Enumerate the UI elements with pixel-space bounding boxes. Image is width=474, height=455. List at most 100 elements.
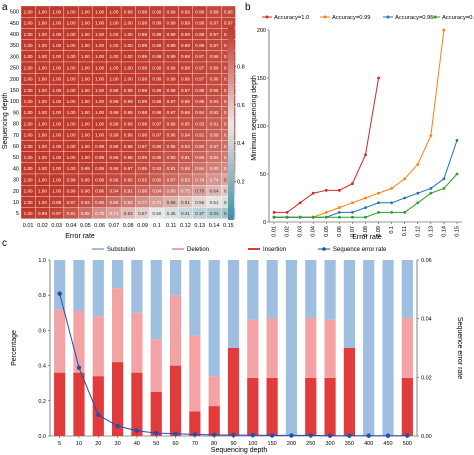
heatmap-cell-label: 0.99: [181, 32, 190, 37]
bar-chart-y2-tick-label: 0.04: [421, 317, 432, 323]
bar-segment: [324, 319, 336, 378]
bar-segment: [150, 339, 162, 392]
heatmap-cell-label: 1.00: [81, 9, 90, 14]
panel-label-a: a: [2, 2, 8, 13]
bar-segment: [363, 260, 375, 436]
heatmap-cell-label: 0.94: [195, 110, 204, 115]
heatmap-cell-label: 0.90: [95, 200, 104, 205]
heatmap-cell-label: 0.98: [138, 110, 147, 115]
line-chart-x-tick-label: 0.07: [350, 226, 356, 237]
heatmap-y-tick-label: 450: [10, 21, 19, 27]
heatmap-cell-label: 0.96: [195, 88, 204, 93]
heatmap-cell-label: 0.94: [81, 200, 90, 205]
heatmap-cell-label: 1.00: [67, 65, 76, 70]
heatmap-cell-label: 1.00: [52, 65, 61, 70]
heatmap-cell-label: 0.87: [210, 144, 219, 149]
heatmap-cell-label: 1.00: [38, 9, 47, 14]
bar-chart-x-tick-label: 90: [230, 441, 236, 447]
heatmap-cell-label: 1.00: [24, 9, 33, 14]
heatmap-cell-label: 0.50: [152, 211, 161, 216]
heatmap-cell-label: 1.00: [24, 121, 33, 126]
heatmap-cell-label: 0.99: [152, 43, 161, 48]
heatmap-cell-label: 1.00: [38, 121, 47, 126]
heatmap-y-tick-label: 20: [13, 189, 19, 195]
line-point: [455, 172, 459, 176]
bar-chart-panel: 0.0 0.2 0.4 0.6 0.8 1.0 0.00 0.02 0.04 0.06 5 10 20 3…: [38, 247, 431, 447]
heatmap-cell-label: 1.00: [67, 133, 76, 138]
bar-chart-x-tick-label: 20: [95, 441, 101, 447]
heatmap-cell-label: 1.00: [52, 189, 61, 194]
heatmap-cell-label: 1.00: [81, 77, 90, 82]
line-chart-x-tick-label: 0.12: [415, 226, 421, 237]
line-chart-x-tick-label: 0.03: [298, 226, 304, 237]
heatmap-cell-label: 0.99: [167, 77, 176, 82]
heatmap-cell-label: 1.00: [38, 88, 47, 93]
line-point: [351, 215, 354, 219]
heatmap-cell-label: 0.99: [52, 200, 61, 205]
heatmap-cell-label: 1.00: [38, 54, 47, 59]
heatmap-cell-label: 1.00: [52, 21, 61, 26]
line-point: [324, 215, 328, 219]
heatmap-cell-label: 1.00: [38, 155, 47, 160]
line-point: [272, 215, 276, 219]
bar-segment: [208, 406, 220, 436]
line-point: [429, 191, 433, 195]
line-chart-x-tick-label: 0.08: [363, 226, 369, 237]
heatmap-cell-label: 1.00: [81, 110, 90, 115]
heatmap-cell-label: 0.71: [152, 200, 161, 205]
heatmap-cell-label: 0.97: [195, 54, 204, 59]
bar-segment: [401, 377, 413, 436]
bar-chart-y-tick-label: 1.0: [38, 258, 46, 264]
heatmap-cell-label: 0.99: [167, 21, 176, 26]
heatmap-cell-label: 0.86: [109, 200, 118, 205]
heatmap-x-tick-label: 0.09: [137, 223, 148, 229]
heatmap-colorbar: 0.2 0.4 0.6 0.8: [228, 28, 245, 220]
error-rate-point: [57, 291, 62, 296]
line-chart-x-tick-label: 0.1: [389, 226, 395, 234]
heatmap-cell-label: 1.00: [81, 144, 90, 149]
heatmap-cell-label: 0.75: [181, 189, 190, 194]
bar-segment: [54, 309, 66, 373]
bar-chart-xlabel: Sequencing depth: [211, 447, 268, 454]
heatmap-cell-label: 1.00: [67, 155, 76, 160]
error-rate-point: [115, 423, 120, 429]
bar-chart-x-tick-label: 30: [115, 441, 121, 447]
heatmap-cell-label: 0.99: [152, 88, 161, 93]
heatmap-cell-label: 0.61: [181, 200, 190, 205]
heatmap-cell-label: 0.93: [181, 144, 190, 149]
heatmap-cell-label: 0.98: [138, 121, 147, 126]
heatmap-cell-label: 0.99: [109, 88, 118, 93]
heatmap-cell-label: 0.91: [181, 155, 190, 160]
line-point: [311, 215, 315, 219]
bar-segment: [227, 260, 240, 348]
heatmap-cell-label: 0.93: [210, 99, 219, 104]
heatmap-cell-label: 1.00: [67, 9, 76, 14]
heatmap-cell-label: 1.00: [124, 43, 133, 48]
heatmap-cell-label: 0.98: [181, 77, 190, 82]
bar-segment: [285, 260, 298, 436]
heatmap-cell-label: 0.96: [224, 9, 233, 14]
heatmap-cell-label: 1.00: [24, 43, 33, 48]
line-series: [274, 173, 458, 218]
bar-segment: [189, 411, 201, 436]
line-point: [442, 177, 446, 181]
line-point: [390, 187, 394, 190]
legend-marker: [433, 15, 437, 19]
bar-segment: [247, 377, 259, 436]
heatmap-panel: 1.00 1.00 1.00 1.00 1.00 1.00 1.00 0.99 0.99 0.99…: [10, 5, 236, 229]
heatmap-cell-label: 1.00: [24, 77, 33, 82]
heatmap-cell-label: 1.00: [52, 121, 61, 126]
panel-label-c: c: [2, 238, 7, 249]
bar-segment: [305, 318, 317, 378]
heatmap-y-tick-label: 5: [16, 211, 19, 217]
legend-label: Accuracy=0.99: [332, 15, 371, 21]
bar-segment: [247, 319, 259, 378]
heatmap-cell-label: 1.00: [24, 155, 33, 160]
line-chart-y-tick-label: 50: [260, 172, 266, 178]
bar-chart-x-tick-label: 50: [153, 441, 159, 447]
colorbar-tick-label: 0.6: [237, 103, 245, 109]
line-chart-x-tick-label: 0.01: [272, 226, 278, 237]
heatmap-cell-label: 0.99: [138, 65, 147, 70]
heatmap-cell-label: 0.98: [109, 155, 118, 160]
heatmap-cell-label: 0.96: [167, 121, 176, 126]
